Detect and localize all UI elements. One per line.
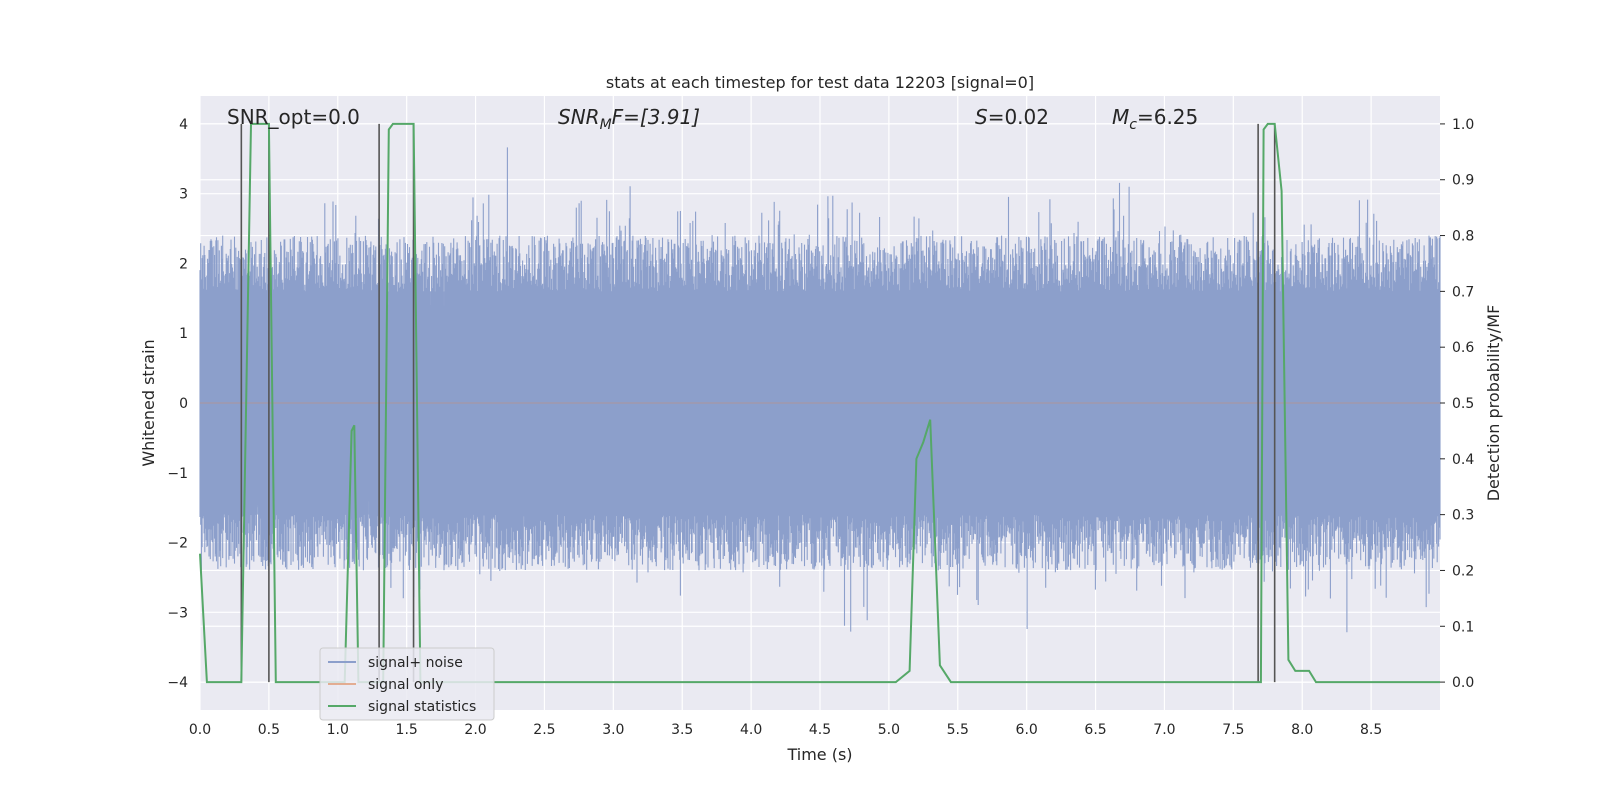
y-left-tick-label: 4 <box>179 117 188 133</box>
x-tick-labels: 0.0 0.5 1.0 1.5 2.0 2.5 3.0 3.5 4.0 4.5 5.0 5.5 6.0 6… <box>189 722 1382 738</box>
y-axis-label-left: Whitened strain <box>139 339 158 466</box>
x-tick-label: 0.0 <box>189 722 211 738</box>
y-left-tick-label: −3 <box>167 605 188 621</box>
legend-box <box>319 647 495 721</box>
y-left-tick-label: 3 <box>179 187 188 203</box>
annotation-mc: Mc=6.25 <box>1112 105 1198 133</box>
x-tick-label: 5.0 <box>878 722 900 738</box>
y-right-tick-label: 0.7 <box>1452 284 1474 300</box>
x-tick-label: 7.5 <box>1222 722 1244 738</box>
y-axis-label-right: Detection probability/MF <box>1484 305 1503 502</box>
legend-label-signal-only: signal only <box>368 677 443 693</box>
x-tick-label: 5.5 <box>947 722 969 738</box>
y-right-tick-label: 0.0 <box>1452 675 1474 691</box>
vertical-markers <box>240 123 1276 683</box>
x-tick-label: 7.0 <box>1153 722 1175 738</box>
y-left-tick-label: 2 <box>179 256 188 272</box>
x-tick-label: 1.0 <box>327 722 349 738</box>
x-tick-label: 8.0 <box>1291 722 1313 738</box>
annotation-snr-mf-rest: F=[3.91] <box>612 105 700 129</box>
chart-title: stats at each timestep for test data 122… <box>606 73 1034 92</box>
legend-label-signal-statistics: signal statistics <box>368 699 476 715</box>
annotation-snr-opt: SNR_opt=0.0 <box>227 105 360 129</box>
y-right-tick-label: 0.5 <box>1452 396 1474 412</box>
legend: signal+ noise signal only signal statist… <box>319 647 495 721</box>
y-left-tick-label: 0 <box>179 396 188 412</box>
series-signal-noise <box>199 147 1441 633</box>
y-left-tick-label: −4 <box>167 675 188 691</box>
x-tick-label: 2.0 <box>464 722 486 738</box>
x-tick-label: 1.5 <box>396 722 418 738</box>
x-axis-label: Time (s) <box>786 745 852 764</box>
x-tick-label: 0.5 <box>258 722 280 738</box>
x-tick-label: 3.0 <box>602 722 624 738</box>
x-tick-label: 8.5 <box>1360 722 1382 738</box>
y-left-tick-label: 1 <box>179 326 188 342</box>
x-tick-label: 4.0 <box>740 722 762 738</box>
y-right-tick-label: 0.9 <box>1452 173 1474 189</box>
x-tick-label: 6.5 <box>1084 722 1106 738</box>
annotation-snr-mf: SNRMF=[3.91] <box>558 105 700 133</box>
annotation-snr-mf-subscript: M <box>600 117 612 133</box>
y-right-tick-label: 0.6 <box>1452 340 1474 356</box>
y-right-tick-label: 0.1 <box>1452 619 1474 635</box>
y-right-tick-label: 0.2 <box>1452 563 1474 579</box>
y-left-tick-label: −1 <box>167 466 188 482</box>
y-right-tick-label: 0.3 <box>1452 508 1474 524</box>
legend-label-signal-noise: signal+ noise <box>368 655 463 671</box>
annotation-s: S=0.02 <box>975 105 1049 129</box>
x-tick-label: 2.5 <box>533 722 555 738</box>
annotation-mc-subscript: c <box>1129 117 1137 133</box>
x-tick-label: 3.5 <box>671 722 693 738</box>
x-tick-label: 6.0 <box>1016 722 1038 738</box>
noise-trace <box>199 147 1441 633</box>
y-left-tick-labels: −4 −3 −2 −1 0 1 2 3 4 <box>167 117 188 691</box>
y-left-tick-label: −2 <box>167 536 188 552</box>
annotation-snr-mf-symbol: SNR <box>558 105 600 129</box>
y-right-tick-label: 1.0 <box>1452 117 1474 133</box>
annotation-s-symbol: S <box>975 105 988 129</box>
y-right-tick-labels: 0.0 0.1 0.2 0.3 0.4 0.5 0.6 0.7 0.8 0.9 1.0 <box>1440 117 1474 691</box>
annotation-s-rest: =0.02 <box>988 105 1049 129</box>
x-tick-label: 4.5 <box>809 722 831 738</box>
annotation-mc-symbol: M <box>1112 105 1129 129</box>
y-right-tick-label: 0.8 <box>1452 229 1474 245</box>
y-right-tick-label: 0.4 <box>1452 452 1474 468</box>
annotation-mc-rest: =6.25 <box>1137 105 1198 129</box>
